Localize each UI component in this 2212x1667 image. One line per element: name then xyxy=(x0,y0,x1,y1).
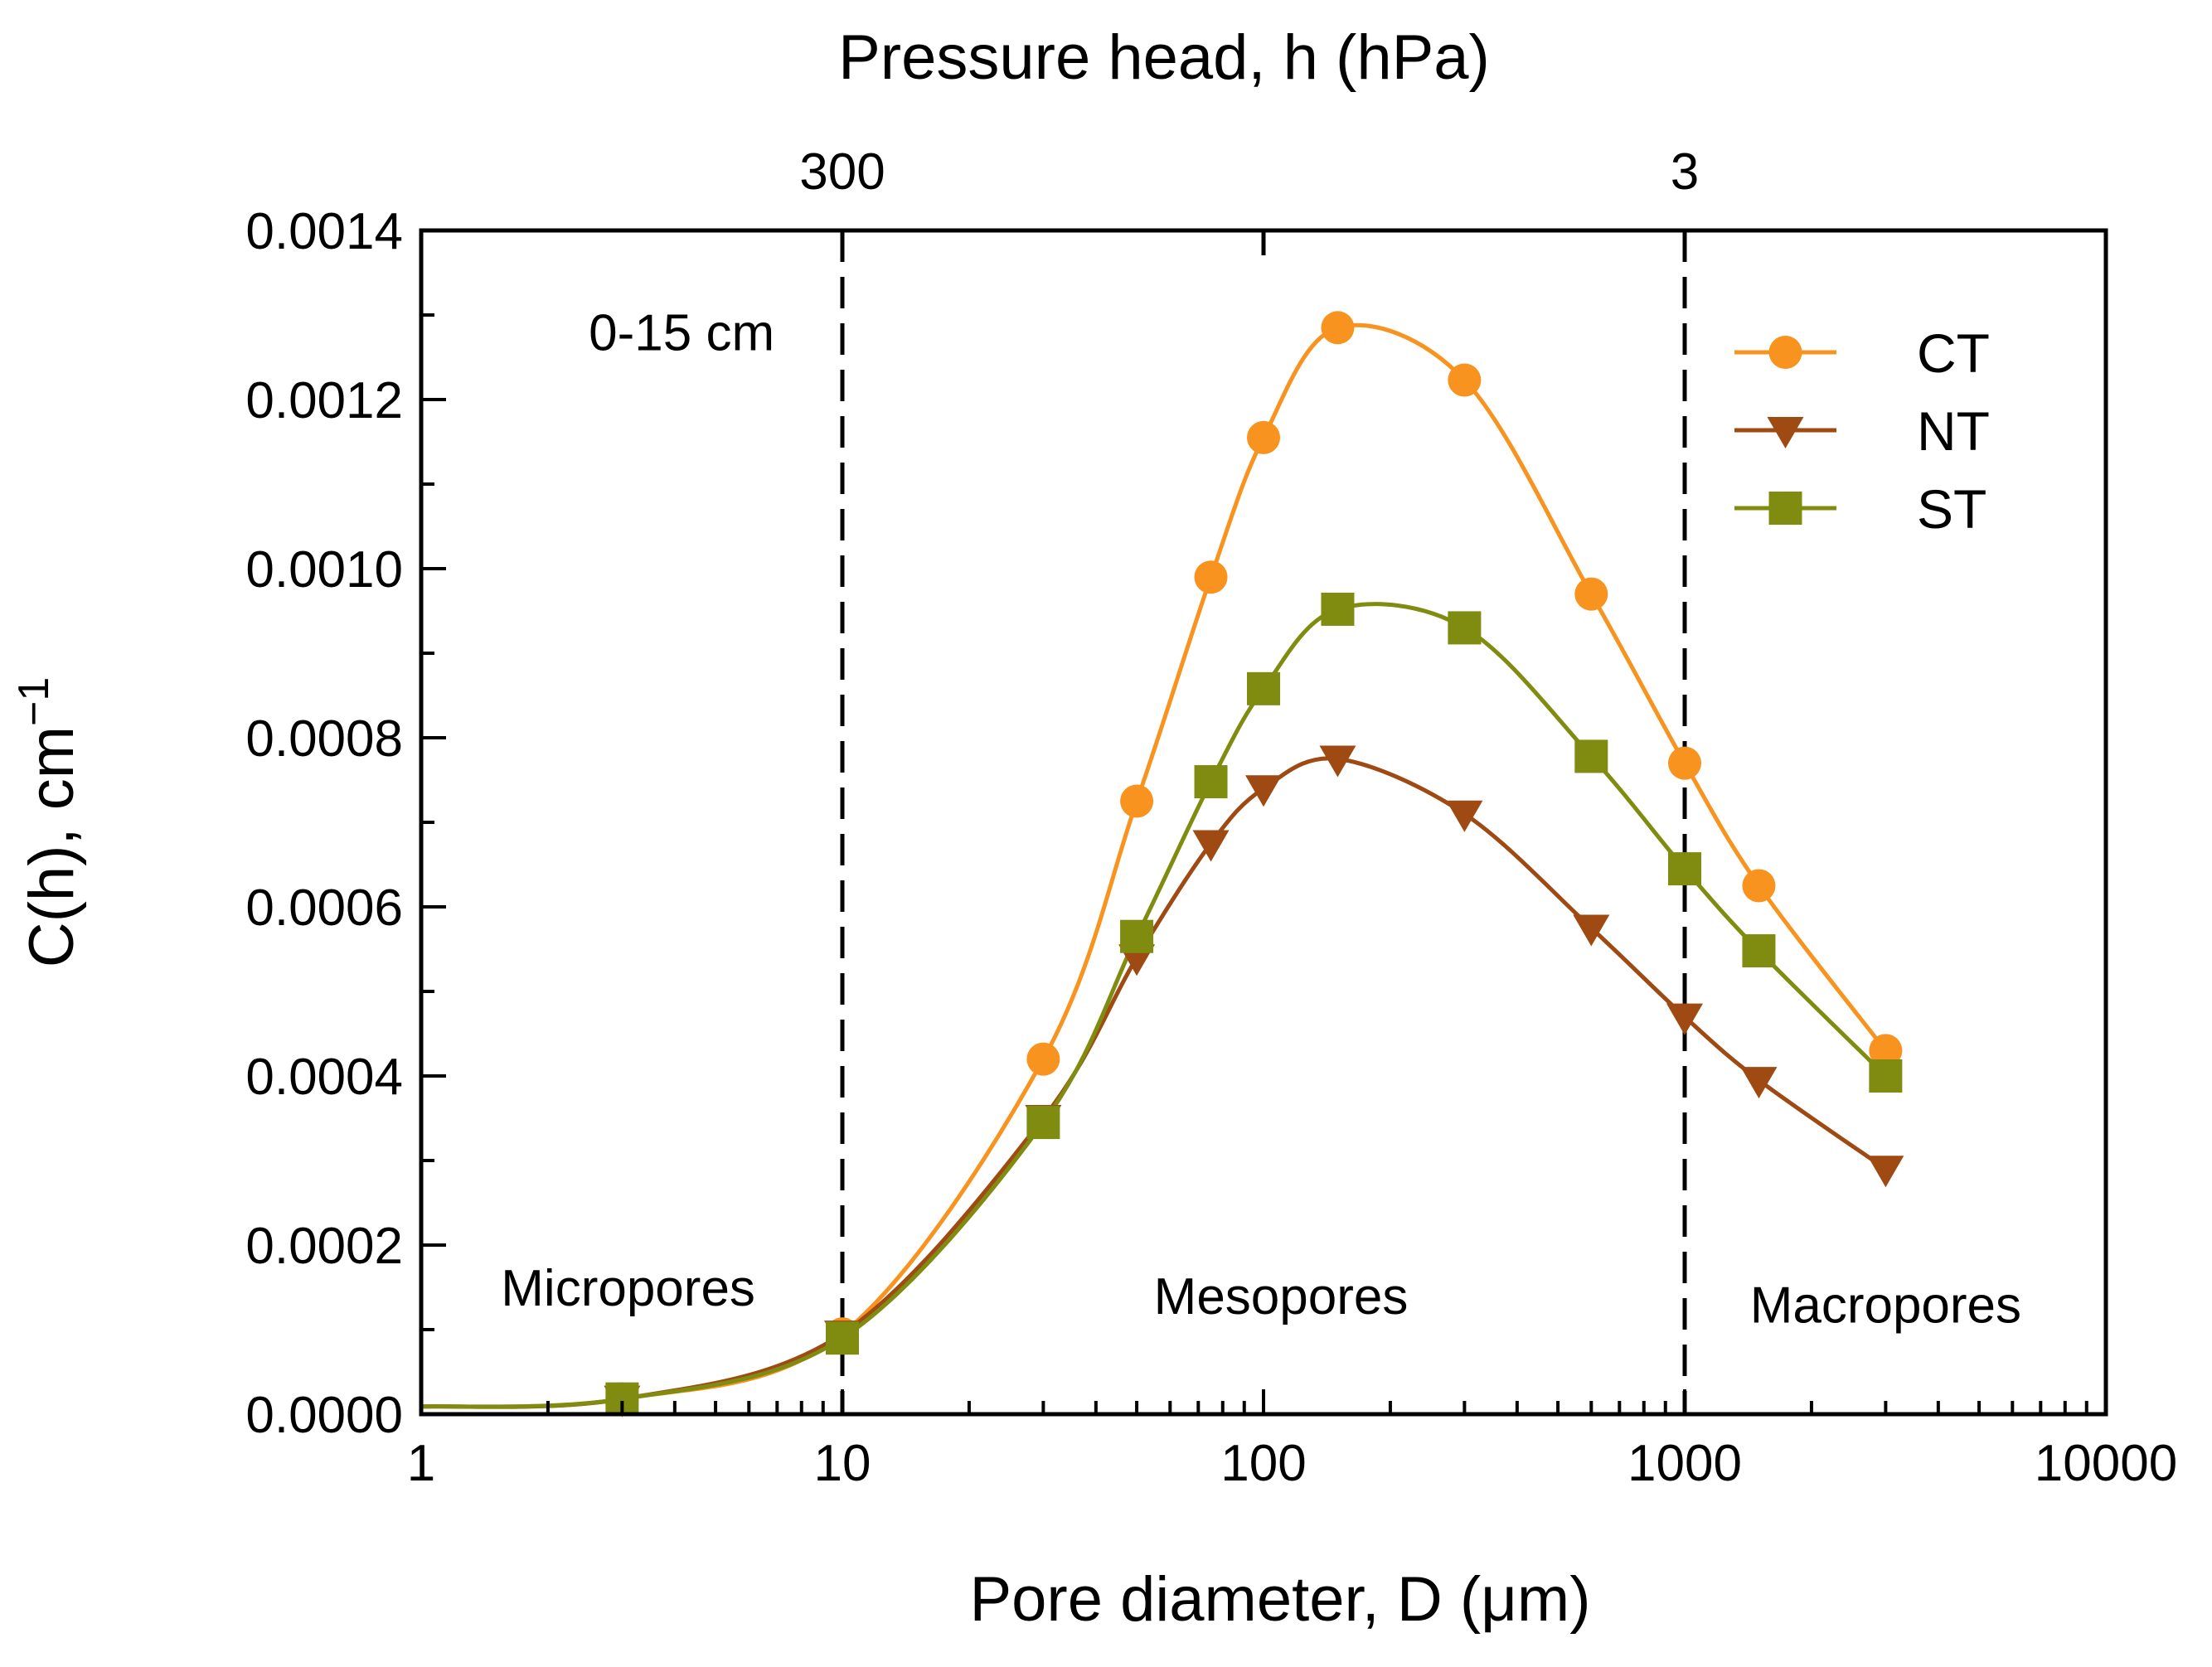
data-point-nt xyxy=(1319,745,1356,778)
data-point-st xyxy=(1026,1106,1060,1140)
micropores-label: Micropores xyxy=(501,1260,755,1317)
data-point-ct xyxy=(1668,746,1701,780)
data-point-st xyxy=(1194,765,1228,799)
axis-ticks xyxy=(420,229,2108,1416)
legend-label-st: ST xyxy=(1917,478,1986,540)
legend: CT NT ST xyxy=(1734,322,1990,540)
series-lines xyxy=(420,322,1888,1409)
y-tick-label: 0.0008 xyxy=(245,710,403,768)
data-point-st xyxy=(1448,611,1482,645)
data-point-nt xyxy=(1446,800,1483,832)
guide-lines xyxy=(840,230,1687,1414)
data-point-nt xyxy=(1245,775,1282,807)
legend-label-nt: NT xyxy=(1917,400,1990,462)
y-tick-label: 0.0004 xyxy=(245,1049,403,1106)
data-point-st xyxy=(1247,671,1280,705)
legend-marker-nt xyxy=(1767,417,1804,448)
x-tick-label: 1000 xyxy=(1627,1435,1742,1492)
y-axis-title: C(h), cm−1 xyxy=(10,677,87,968)
data-point-ct xyxy=(1194,560,1228,594)
top-tick-label: 300 xyxy=(799,143,885,201)
data-point-nt xyxy=(1740,1067,1778,1099)
x-axis-title: Pore diameter, D (μm) xyxy=(969,1564,1590,1635)
data-point-st xyxy=(1321,592,1355,626)
data-point-nt xyxy=(1573,914,1610,947)
data-point-st xyxy=(1574,739,1608,773)
y-axis-title-text: C(h), cm xyxy=(17,726,87,967)
data-point-st xyxy=(1668,852,1701,886)
axis-labels: 1 10 100 1000 10000 0.0000 0.0002 0.0004 0.0006 0… xyxy=(245,143,2177,1492)
data-point-ct xyxy=(1869,1034,1903,1068)
x-tick-label: 1 xyxy=(407,1435,435,1492)
data-point-ct xyxy=(1321,311,1355,345)
series-line-ct xyxy=(420,322,1888,1409)
data-point-st xyxy=(1742,934,1776,968)
series-markers xyxy=(604,311,1904,1417)
svg-text:C(h), cm−1: C(h), cm−1 xyxy=(10,677,87,968)
data-point-ct xyxy=(1742,869,1776,903)
top-tick-label: 3 xyxy=(1671,143,1699,201)
y-tick-label: 0.0010 xyxy=(245,541,403,598)
legend-marker-st xyxy=(1768,492,1802,525)
x-tick-label: 10 xyxy=(814,1435,871,1492)
y-tick-label: 0.0002 xyxy=(245,1218,403,1275)
data-point-st xyxy=(826,1321,859,1355)
macropores-label: Macropores xyxy=(1750,1277,2021,1334)
y-axis-title-superscript: −1 xyxy=(10,677,58,726)
data-point-ct xyxy=(1247,420,1280,454)
data-point-nt xyxy=(1666,1003,1703,1035)
y-tick-label: 0.0000 xyxy=(245,1387,403,1444)
data-point-ct xyxy=(1448,363,1482,397)
data-point-st xyxy=(1869,1059,1903,1093)
plot-frame xyxy=(419,228,2108,1417)
top-axis-title: Pressure head, h (hPa) xyxy=(838,22,1490,93)
x-tick-label: 100 xyxy=(1220,1435,1306,1492)
x-tick-label: 10000 xyxy=(2035,1435,2177,1492)
y-tick-label: 0.0006 xyxy=(245,880,403,937)
annotations: 0-15 cm Micropores Mesopores Macropores xyxy=(501,304,2021,1334)
data-point-ct xyxy=(1574,577,1608,611)
legend-marker-ct xyxy=(1768,336,1802,369)
y-tick-label: 0.0012 xyxy=(245,372,403,429)
mesopores-label: Mesopores xyxy=(1154,1268,1409,1325)
data-point-nt xyxy=(1192,830,1230,862)
data-point-nt xyxy=(1867,1156,1904,1188)
legend-label-ct: CT xyxy=(1917,322,1990,384)
data-point-st xyxy=(1120,919,1154,953)
depth-label: 0-15 cm xyxy=(589,304,774,361)
data-point-ct xyxy=(1120,784,1154,818)
y-tick-label: 0.0014 xyxy=(245,203,403,260)
data-point-ct xyxy=(1026,1042,1060,1076)
